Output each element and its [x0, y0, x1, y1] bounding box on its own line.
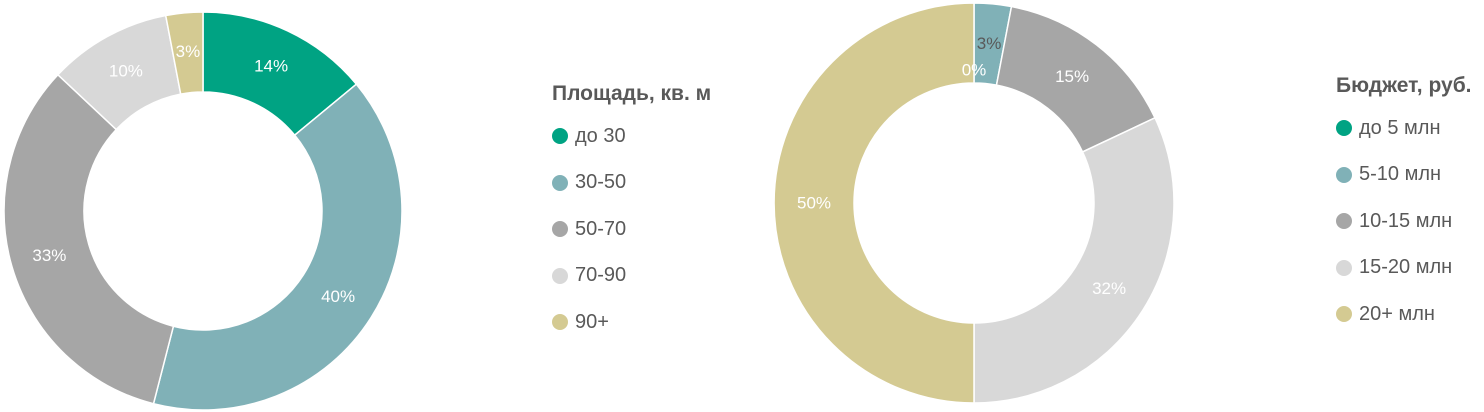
slice-area-4	[164, 11, 204, 95]
legend-label: 20+ млн	[1359, 302, 1435, 325]
legend-item-area-30: до 30	[552, 121, 711, 151]
legend-item-area-30-50: 30-50	[552, 168, 711, 198]
legend-item-budget-10-15: 10-15 млн	[1336, 206, 1472, 236]
legend-label: 15-20 млн	[1359, 256, 1453, 278]
legend-budget: Бюджет, руб. до 5 млн 5-10 млн 10-15 млн 15…	[1336, 74, 1472, 346]
legend-item-budget-15-20: 15-20 млн	[1336, 253, 1472, 283]
legend-swatch-icon	[552, 314, 568, 330]
legend-label: 90+	[575, 310, 609, 333]
slice-label-budget-2: 15%	[1055, 67, 1089, 86]
legend-item-area-90plus: 90+	[552, 307, 711, 337]
legend-item-budget-5-10: 5-10 млн	[1336, 160, 1472, 190]
legend-item-area-70-90: 70-90	[552, 261, 711, 291]
donut-chart-budget: 0% 3% 15% 32% 50%	[773, 2, 1175, 404]
legend-item-budget-5: до 5 млн	[1336, 113, 1472, 143]
slice-area-2	[3, 73, 175, 405]
slice-label-area-3: 10%	[109, 61, 143, 80]
legend-item-area-50-70: 50-70	[552, 214, 711, 244]
legend-label: до 5 млн	[1359, 116, 1441, 139]
slice-area-1	[152, 83, 403, 411]
legend-label: до 30	[575, 124, 626, 147]
legend-label: 5-10 млн	[1359, 163, 1442, 185]
legend-swatch-icon	[1336, 213, 1352, 229]
legend-swatch-icon	[1336, 259, 1352, 276]
legend-label: 70-90	[575, 264, 627, 286]
slice-label-area-0: 14%	[254, 57, 288, 76]
legend-items-budget: до 5 млн 5-10 млн 10-15 млн 15-20 млн 20+ мл…	[1336, 113, 1472, 329]
legend-items-area: до 30 30-50 50-70 70-90 90+	[552, 121, 711, 337]
slice-label-budget-0: 0%	[962, 61, 987, 80]
donut-chart-area: 14% 40% 33% 10% 3%	[3, 11, 403, 411]
slice-label-area-1: 40%	[321, 287, 355, 306]
legend-label: 10-15 млн	[1359, 209, 1453, 232]
slice-label-budget-4: 50%	[797, 194, 831, 213]
legend-swatch-icon	[1336, 306, 1352, 322]
slice-label-area-2: 33%	[32, 246, 66, 265]
legend-label: 30-50	[575, 171, 627, 193]
legend-swatch-icon	[552, 174, 568, 191]
slice-budget-4	[773, 2, 975, 404]
legend-swatch-icon	[1336, 166, 1352, 183]
legend-swatch-icon	[1336, 120, 1352, 136]
legend-swatch-icon	[552, 221, 568, 237]
legend-title-budget: Бюджет, руб.	[1336, 74, 1472, 97]
legend-area: Площадь, кв. м до 30 30-50 50-70 70-90 90+	[552, 82, 711, 354]
slice-budget-3	[973, 116, 1175, 404]
legend-item-budget-20plus: 20+ млн	[1336, 299, 1472, 329]
legend-swatch-icon	[552, 267, 568, 284]
slice-label-budget-1: 3%	[977, 34, 1002, 53]
legend-label: 50-70	[575, 217, 627, 240]
legend-swatch-icon	[552, 128, 568, 144]
slice-label-budget-3: 32%	[1092, 279, 1126, 298]
legend-title-area: Площадь, кв. м	[552, 82, 712, 105]
slice-label-area-4: 3%	[176, 42, 201, 61]
